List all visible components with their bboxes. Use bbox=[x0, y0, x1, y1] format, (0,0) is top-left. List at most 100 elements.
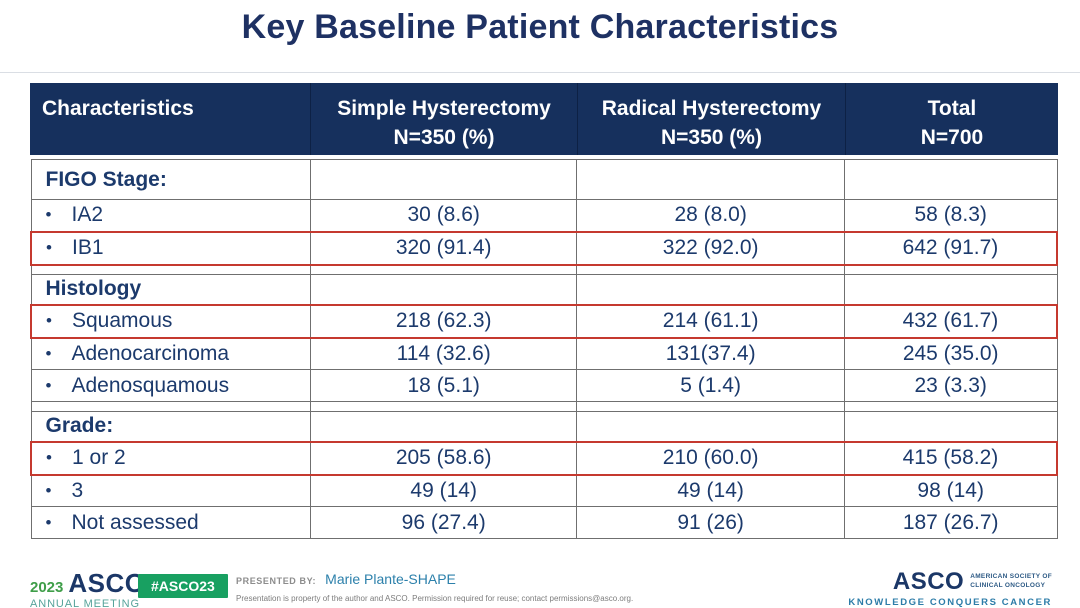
meeting-year: 2023 bbox=[30, 579, 64, 596]
row-label: IA2 bbox=[71, 203, 104, 227]
value-cell: 91 (26) bbox=[576, 506, 845, 539]
section-title-cell: Grade: bbox=[30, 411, 311, 442]
row-label-cell: • Adenocarcinoma bbox=[30, 337, 311, 370]
value-cell: 30 (8.6) bbox=[309, 199, 578, 232]
header-sublabel: N=350 (%) bbox=[393, 126, 495, 150]
value-cell: 49 (14) bbox=[576, 474, 845, 507]
section-separator-row bbox=[30, 401, 1058, 412]
slide-footer: 2023 ASCO ANNUAL MEETING #ASCO23 PRESENT… bbox=[0, 568, 1080, 608]
empty-cell bbox=[576, 159, 845, 200]
value-cell: 49 (14) bbox=[309, 474, 578, 507]
empty-cell bbox=[576, 401, 845, 412]
title-divider bbox=[0, 72, 1080, 73]
meeting-name: ANNUAL MEETING bbox=[30, 598, 140, 608]
row-label: Adenocarcinoma bbox=[71, 341, 230, 365]
value-cell: 58 (8.3) bbox=[843, 199, 1058, 232]
value-cell: 5 (1.4) bbox=[576, 369, 845, 402]
table-row-ib1-highlighted: • IB1 320 (91.4) 322 (92.0) 642 (91.7) bbox=[29, 230, 1058, 266]
header-cell-total: Total N=700 bbox=[844, 83, 1058, 155]
bullet-icon: • bbox=[46, 448, 52, 467]
society-line2: CLINICAL ONCOLOGY bbox=[970, 581, 1046, 589]
bullet-icon: • bbox=[45, 480, 52, 500]
empty-cell bbox=[309, 401, 578, 412]
value-cell: 114 (32.6) bbox=[309, 337, 578, 370]
asco-society-text: AMERICAN SOCIETY OF CLINICAL ONCOLOGY bbox=[970, 570, 1052, 594]
row-label: 1 or 2 bbox=[72, 446, 126, 469]
empty-cell bbox=[309, 274, 578, 305]
row-label: 3 bbox=[71, 478, 84, 502]
asco-annual-meeting-logo: 2023 ASCO ANNUAL MEETING bbox=[30, 568, 146, 608]
row-label: Adenosquamous bbox=[71, 373, 230, 397]
header-label: Characteristics bbox=[42, 97, 194, 120]
section-separator-row bbox=[30, 264, 1058, 275]
header-label: Radical Hysterectomy bbox=[601, 97, 822, 120]
bullet-icon: • bbox=[46, 238, 52, 257]
bullet-icon: • bbox=[45, 375, 52, 395]
table-row-grade-1-or-2-highlighted: • 1 or 2 205 (58.6) 210 (60.0) 415 (58.2) bbox=[29, 440, 1058, 476]
value-cell: 642 (91.7) bbox=[843, 230, 1058, 266]
table-row-ia2: • IA2 30 (8.6) 28 (8.0) 58 (8.3) bbox=[30, 199, 1058, 232]
bullet-icon: • bbox=[45, 205, 52, 225]
hashtag-badge: #ASCO23 bbox=[138, 574, 228, 598]
value-cell: 187 (26.7) bbox=[843, 506, 1058, 539]
value-cell: 98 (14) bbox=[843, 474, 1058, 507]
row-label: IB1 bbox=[72, 236, 104, 259]
table-row-not-assessed: • Not assessed 96 (27.4) 91 (26) 187 (26.… bbox=[30, 506, 1058, 539]
value-cell: 205 (58.6) bbox=[309, 440, 578, 476]
value-cell: 322 (92.0) bbox=[576, 230, 845, 266]
slide-title: Key Baseline Patient Characteristics bbox=[241, 8, 839, 46]
table-row-squamous-highlighted: • Squamous 218 (62.3) 214 (61.1) 432 (61.… bbox=[29, 303, 1058, 339]
empty-cell bbox=[843, 264, 1058, 275]
row-label-cell: • 3 bbox=[30, 474, 311, 507]
value-cell: 432 (61.7) bbox=[843, 303, 1058, 339]
permission-disclaimer: Presentation is property of the author a… bbox=[236, 594, 634, 603]
header-cell-characteristics: Characteristics bbox=[30, 83, 310, 155]
row-label: Squamous bbox=[72, 309, 173, 332]
value-cell: 28 (8.0) bbox=[576, 199, 845, 232]
row-label-cell: • Not assessed bbox=[30, 506, 311, 539]
section-title-cell: Histology bbox=[30, 274, 311, 305]
society-line1: AMERICAN SOCIETY OF bbox=[970, 573, 1052, 580]
presenter-name: Marie Plante-SHAPE bbox=[325, 571, 456, 587]
table-header-row: Characteristics Simple Hysterectomy N=35… bbox=[30, 83, 1058, 155]
row-label-cell: • Adenosquamous bbox=[30, 369, 311, 402]
asco-wordmark: ASCO bbox=[68, 568, 146, 598]
header-label: Simple Hysterectomy bbox=[337, 97, 551, 120]
asco-tagline: KNOWLEDGE CONQUERS CANCER bbox=[848, 597, 1052, 608]
value-cell: 210 (60.0) bbox=[576, 440, 845, 476]
value-cell: 131(37.4) bbox=[576, 337, 845, 370]
title-area: Key Baseline Patient Characteristics bbox=[0, 8, 1080, 47]
value-cell: 23 (3.3) bbox=[843, 369, 1058, 402]
empty-cell bbox=[309, 159, 578, 200]
row-label-cell: • IA2 bbox=[30, 199, 311, 232]
header-cell-radical-hysterectomy: Radical Hysterectomy N=350 (%) bbox=[576, 83, 845, 155]
row-label-cell: • IB1 bbox=[29, 230, 311, 266]
empty-cell bbox=[843, 401, 1058, 412]
table-body: FIGO Stage: • IA2 30 (8.6) 28 (8.0) 58 (8… bbox=[29, 159, 1058, 539]
empty-cell bbox=[843, 411, 1058, 442]
presenter-block: PRESENTED BY: Marie Plante-SHAPE Present… bbox=[236, 571, 633, 603]
row-label-cell: • Squamous bbox=[29, 303, 311, 339]
row-label-cell: • 1 or 2 bbox=[29, 440, 311, 476]
section-title-cell: FIGO Stage: bbox=[30, 159, 311, 200]
section-row-histology: Histology bbox=[30, 274, 1058, 305]
header-sublabel: N=700 bbox=[920, 126, 984, 150]
asco-wordmark: ASCO bbox=[892, 568, 965, 595]
section-row-figo-stage: FIGO Stage: bbox=[30, 159, 1058, 200]
bullet-icon: • bbox=[45, 512, 52, 532]
empty-cell bbox=[30, 264, 311, 275]
empty-cell bbox=[309, 264, 578, 275]
row-label: Not assessed bbox=[71, 510, 199, 534]
value-cell: 218 (62.3) bbox=[309, 303, 578, 339]
value-cell: 214 (61.1) bbox=[576, 303, 845, 339]
value-cell: 415 (58.2) bbox=[843, 440, 1058, 476]
bullet-icon: • bbox=[45, 343, 52, 363]
section-row-grade: Grade: bbox=[30, 411, 1058, 442]
presented-by-label: PRESENTED BY: bbox=[236, 576, 317, 586]
header-label: Total bbox=[927, 97, 977, 120]
characteristics-table: Characteristics Simple Hysterectomy N=35… bbox=[29, 83, 1058, 539]
value-cell: 245 (35.0) bbox=[843, 337, 1058, 370]
empty-cell bbox=[309, 411, 578, 442]
value-cell: 96 (27.4) bbox=[309, 506, 578, 539]
empty-cell bbox=[576, 411, 845, 442]
